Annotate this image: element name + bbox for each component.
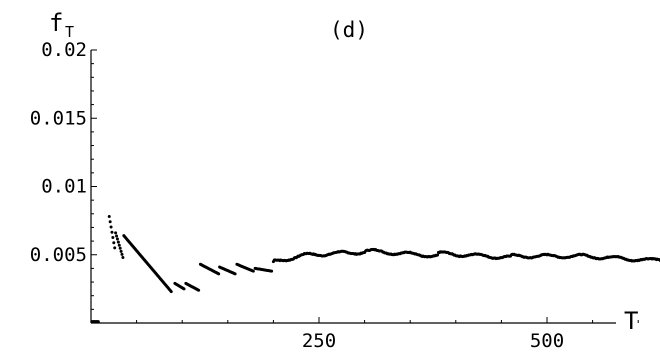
data-point (115, 234, 119, 238)
data-point (233, 272, 237, 276)
data-point (120, 252, 124, 256)
data-point (197, 288, 201, 292)
data-point (270, 269, 274, 273)
data-point (115, 237, 119, 241)
y-tick-label-1: 0.01 (41, 176, 87, 198)
chart-title: (d) (330, 18, 368, 42)
data-point (121, 255, 125, 259)
y-axis-title: f (49, 9, 63, 37)
y-tick-label-3: 0.02 (41, 39, 87, 61)
data-points (90, 215, 660, 324)
x-tick-label-500: 500 (530, 330, 564, 352)
data-point (110, 230, 114, 234)
data-point (113, 246, 117, 250)
data-point (217, 272, 221, 276)
data-point (108, 220, 112, 224)
data-point (117, 243, 121, 247)
data-point (169, 290, 173, 294)
data-point (114, 231, 118, 235)
data-point (116, 240, 120, 244)
data-point (436, 253, 440, 257)
data-point (111, 235, 115, 239)
data-point (118, 246, 122, 250)
data-point (119, 249, 123, 253)
data-point (109, 225, 113, 229)
y-axis-title-subscript: T (65, 23, 74, 41)
data-point (107, 215, 111, 219)
y-tick-label-2: 0.015 (30, 107, 87, 129)
data-point (112, 241, 116, 245)
data-point (96, 320, 100, 324)
x-axis-title: T (624, 307, 638, 335)
data-point (182, 287, 186, 291)
x-tick-label-250: 250 (302, 330, 336, 352)
data-point (251, 269, 255, 273)
y-tick-label-0: 0.005 (30, 244, 87, 266)
